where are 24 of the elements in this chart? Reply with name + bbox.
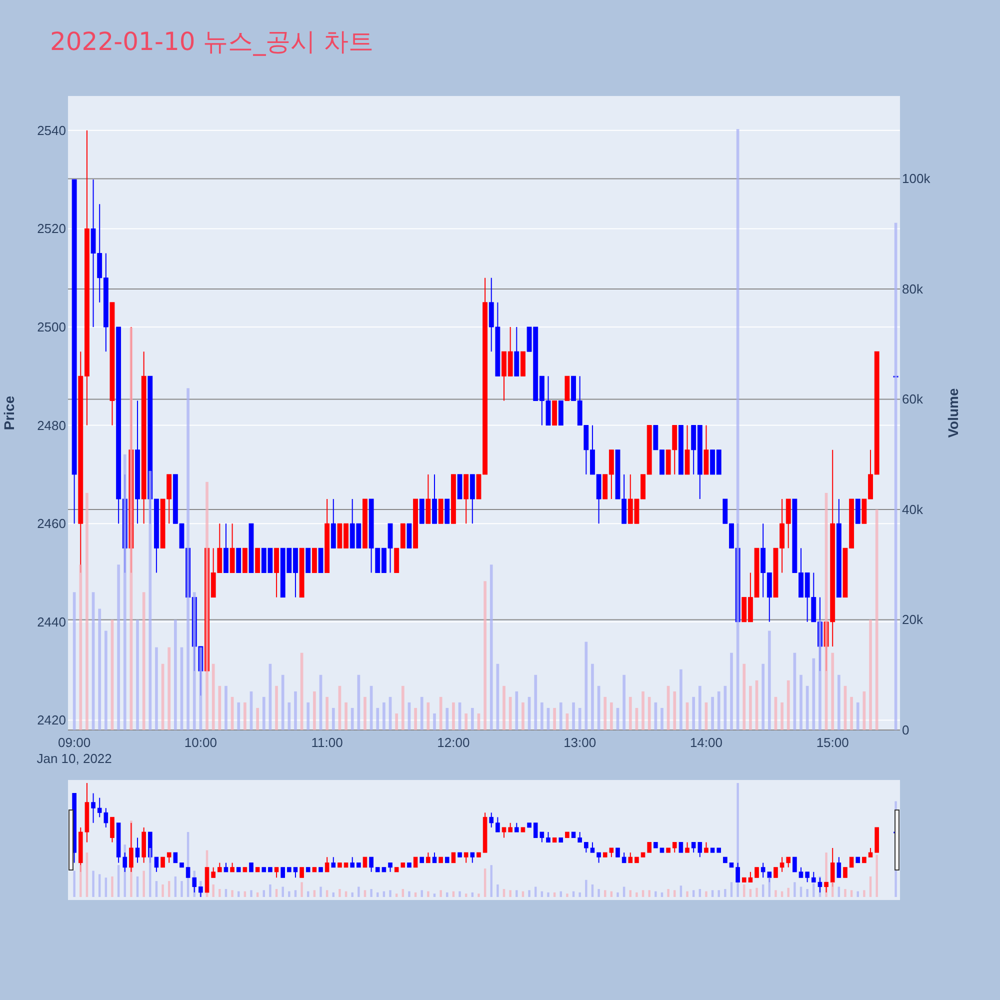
y-tick-label: 2540 [37, 122, 66, 138]
y2-tick-label: 20k [902, 612, 924, 628]
text: Jan 10, 2022 [36, 751, 112, 766]
y-tick-label: 2480 [37, 418, 66, 433]
x-tick-label: 13:00 [564, 735, 596, 750]
y2-tick-label: 100k [902, 171, 931, 186]
x-tick-label: 09:00 [58, 735, 91, 750]
y-tick-label: 2440 [37, 614, 66, 630]
x-tick-label: 11:00 [311, 735, 343, 750]
x-tick-label: 15:00 [816, 735, 849, 750]
y-axis-title: Price [1, 396, 17, 430]
y-tick-label: 2500 [37, 319, 66, 334]
y2-tick-label: 0 [902, 722, 910, 738]
y-tick-label: 2520 [37, 221, 66, 236]
y2-tick-label: 80k [902, 281, 924, 296]
x-tick-label: 10:00 [184, 735, 217, 750]
chart-title: 2022-01-10 뉴스_공시 차트 [50, 27, 374, 56]
x-tick-label: 12:00 [437, 735, 470, 750]
y2-tick-label: 40k [902, 502, 924, 517]
y-tick-label: 2460 [37, 516, 66, 532]
y-tick-label: 2420 [37, 712, 66, 728]
y2-tick-label: 60k [902, 392, 924, 407]
y2-axis-title: Volume [945, 388, 961, 438]
x-tick-label: 14:00 [690, 735, 722, 750]
